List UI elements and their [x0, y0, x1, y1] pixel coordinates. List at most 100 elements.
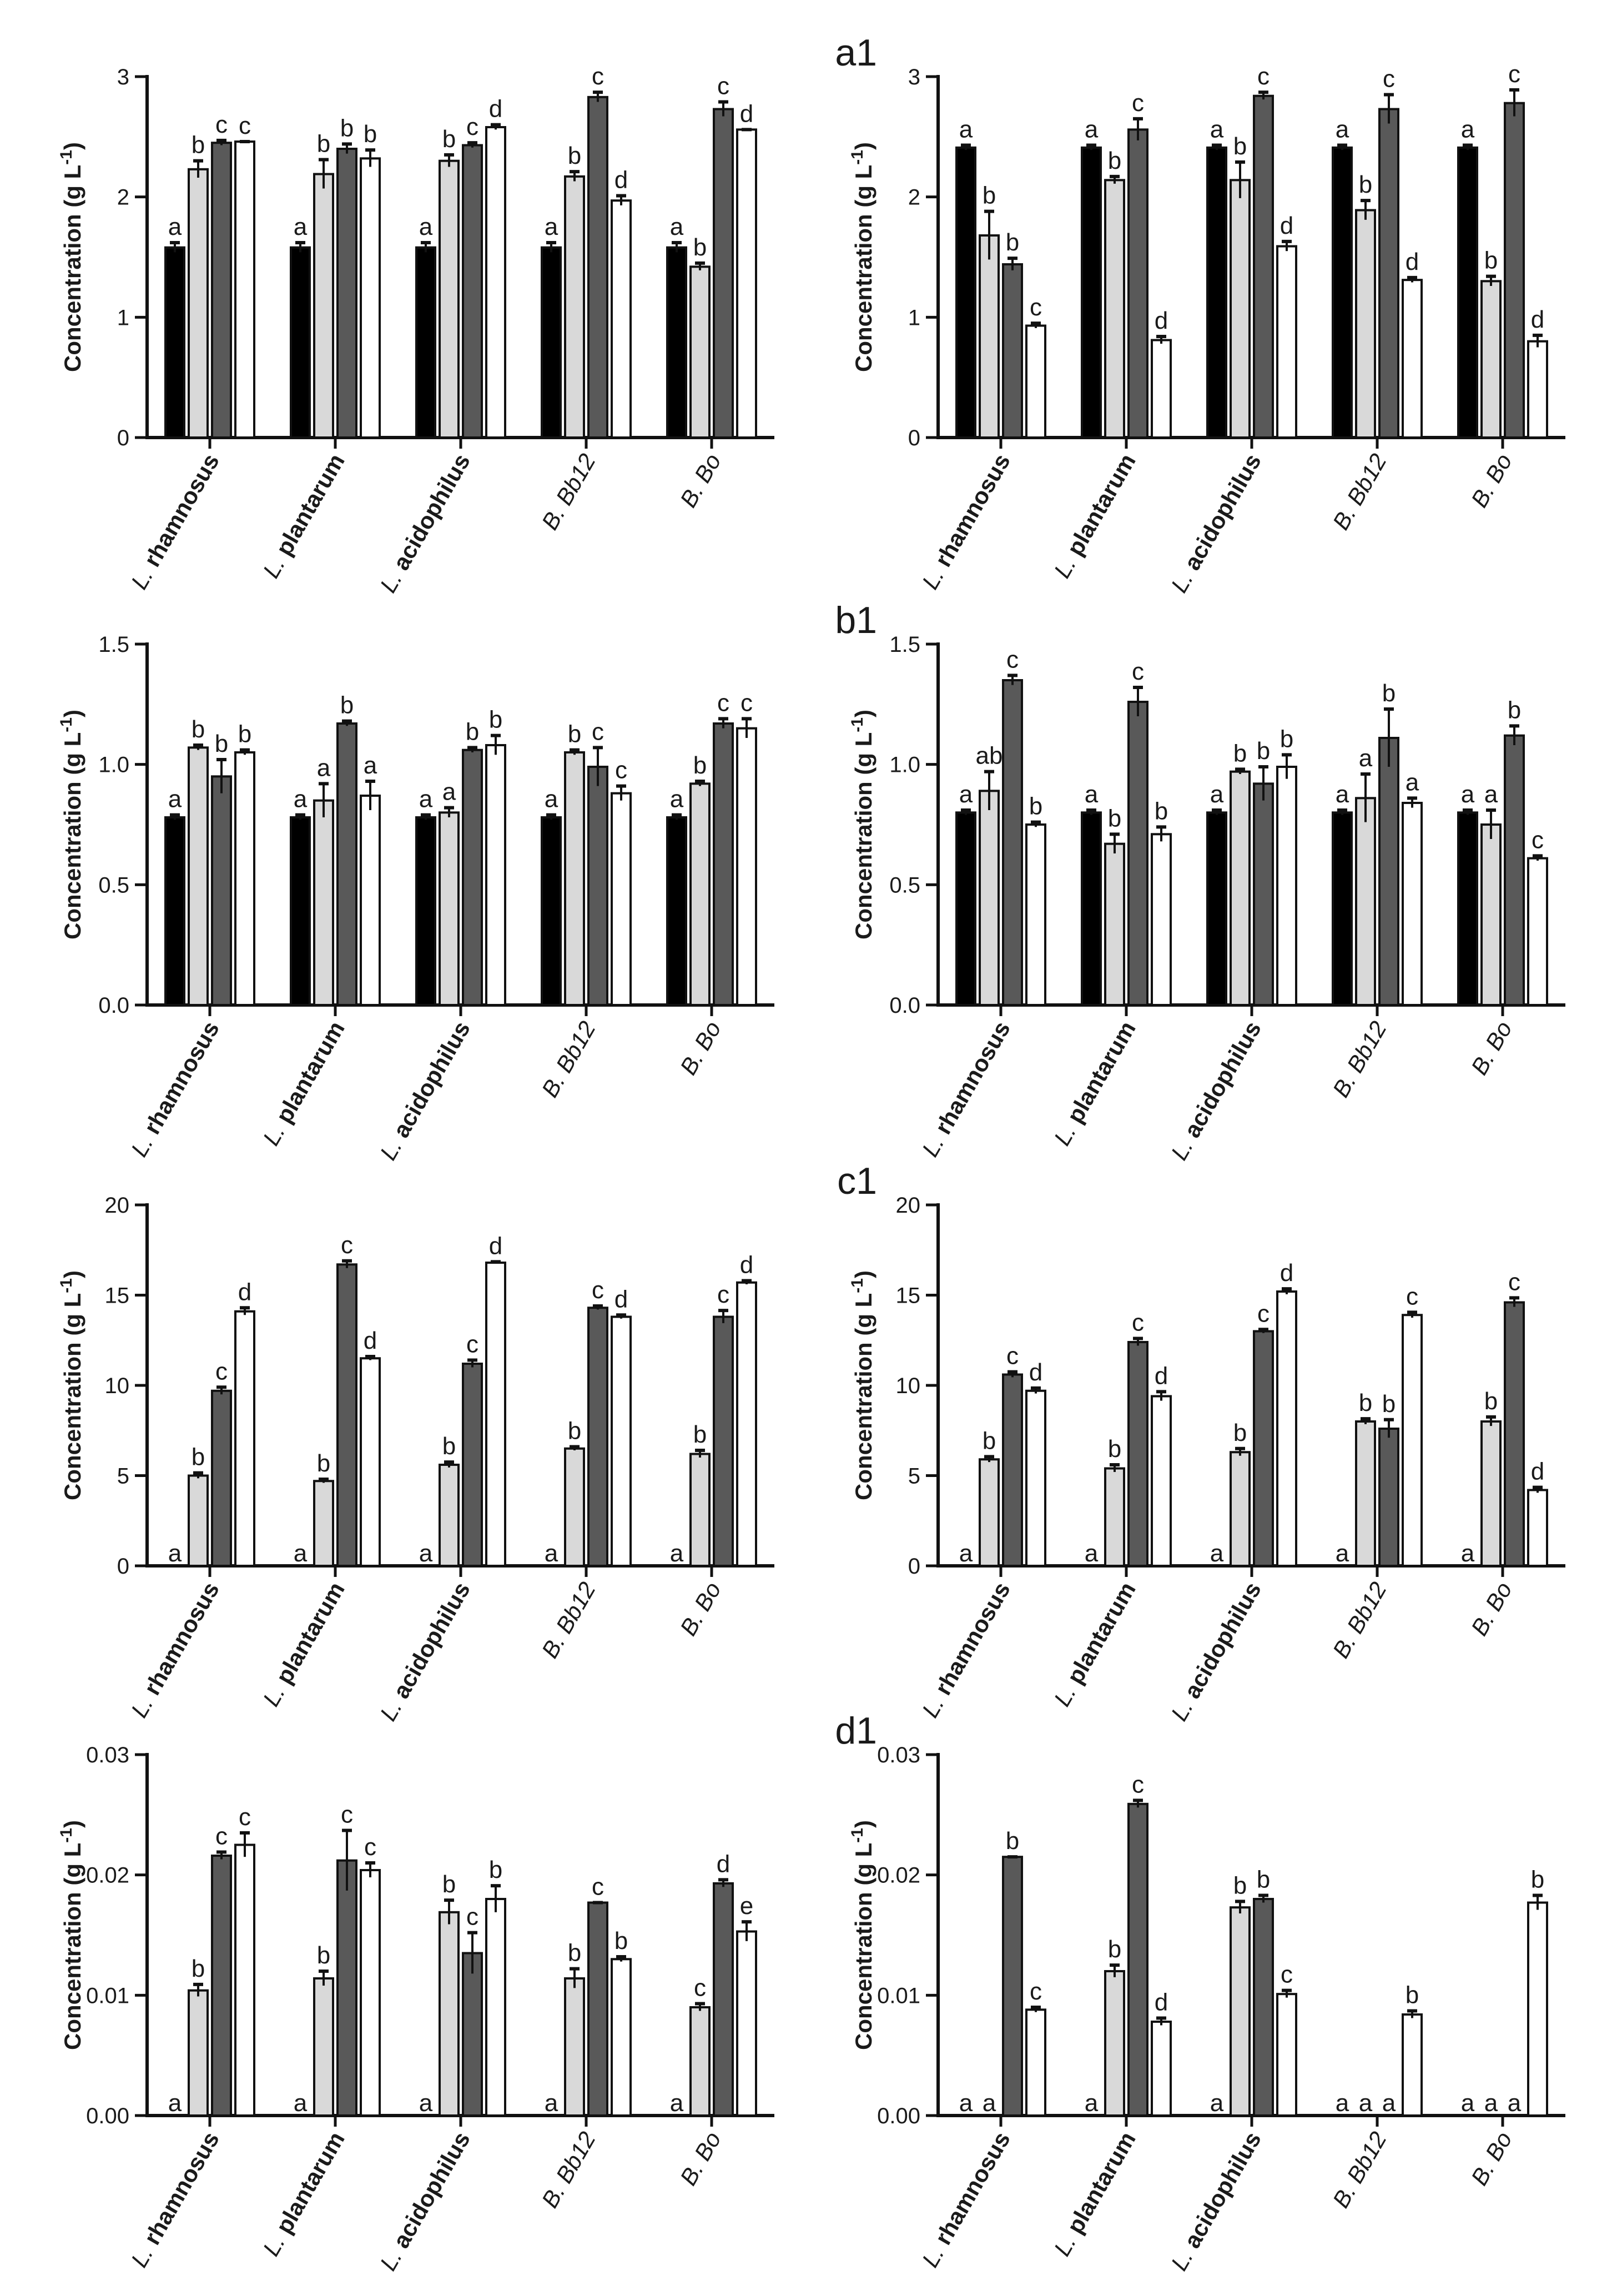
significance-letter: d [1280, 212, 1293, 239]
y-tick-label: 0 [908, 426, 920, 450]
bar-series-4 [1402, 279, 1423, 439]
significance-letter: b [1484, 1388, 1498, 1415]
significance-letter: a [670, 2089, 684, 2117]
significance-letter: b [215, 730, 228, 757]
significance-letter: d [1029, 1359, 1042, 1386]
significance-letter: b [983, 1427, 996, 1454]
significance-letter: b [614, 1927, 628, 1955]
significance-letter: a [959, 2089, 973, 2117]
bar-series-3 [1002, 1856, 1023, 2117]
significance-letter: b [693, 234, 707, 261]
category-label: L. rhamnosus [917, 1577, 1015, 1722]
significance-letter: a [959, 116, 973, 143]
significance-letter: b [1233, 133, 1247, 160]
category-label: B. Bb12 [536, 1577, 600, 1662]
y-tick-label: 1 [117, 305, 129, 330]
significance-letter: a [1484, 2089, 1498, 2117]
significance-letter: b [1406, 1982, 1419, 2009]
bar-series-2 [1230, 179, 1251, 439]
bar-series-4 [1402, 802, 1423, 1006]
y-axis-label: Concentration (g L-1) [57, 1270, 85, 1500]
significance-letter: a [1461, 1540, 1475, 1567]
bar-series-1 [1457, 146, 1478, 439]
significance-letter: b [1280, 725, 1293, 752]
significance-letter: b [1029, 793, 1042, 820]
bar-series-4 [1151, 2021, 1172, 2117]
bar-series-4 [1151, 1395, 1172, 1567]
significance-letter: a [1336, 2089, 1349, 2117]
bar-series-2 [1480, 280, 1502, 439]
bar-series-3 [1002, 1373, 1023, 1567]
bar-series-2 [979, 234, 1000, 439]
significance-letter: c [1508, 61, 1520, 88]
category-label: B. Bo [1466, 449, 1517, 511]
bar-series-3 [336, 148, 357, 439]
significance-letter: b [1108, 1936, 1121, 1963]
significance-letter: c [341, 1232, 353, 1259]
category-label: L. rhamnosus [126, 2127, 224, 2272]
significance-letter: c [1406, 1283, 1418, 1310]
y-axis-label: Concentration (g L-1) [57, 1820, 85, 2050]
significance-letter: c [1257, 63, 1270, 90]
panel-letter: c1 [837, 1160, 877, 1202]
significance-letter: c [1383, 66, 1395, 93]
bar-series-2 [1480, 823, 1502, 1006]
category-label: L. plantarum [1049, 1017, 1141, 1150]
significance-letter: b [317, 130, 330, 158]
bar-series-1 [1206, 811, 1227, 1007]
bar-series-4 [360, 157, 381, 439]
bar-series-2 [1230, 1451, 1251, 1567]
significance-letter: b [1233, 740, 1247, 767]
bar-series-3 [1253, 94, 1274, 439]
bar-series-3 [713, 108, 734, 439]
bar-series-4 [234, 140, 255, 439]
significance-letter: a [1461, 2089, 1475, 2117]
y-axis-label: Concentration (g L-1) [57, 710, 85, 939]
y-tick-label: 0.03 [877, 1743, 920, 1767]
significance-letter: a [1484, 781, 1498, 808]
significance-letter: b [1359, 171, 1372, 198]
bar-series-4 [1276, 766, 1297, 1006]
panel-d2: d2Concentration (g L-1)0.000.010.020.03a… [848, 1743, 1565, 2275]
bar-series-1 [541, 816, 562, 1006]
bar-series-3 [336, 722, 357, 1006]
significance-letter: a [419, 1540, 433, 1567]
y-tick-label: 0.0 [98, 993, 129, 1018]
bar-series-2 [979, 790, 1000, 1007]
significance-letter: d [489, 1232, 502, 1259]
significance-letter: a [294, 1540, 308, 1567]
significance-letter: b [693, 752, 707, 779]
significance-letter: b [1531, 1866, 1544, 1893]
significance-letter: b [192, 1444, 205, 1471]
significance-letter: b [340, 692, 354, 719]
bar-series-4 [360, 1357, 381, 1567]
y-axis-label: Concentration (g L-1) [848, 1820, 876, 2050]
bar-series-3 [1378, 737, 1399, 1006]
bar-series-2 [689, 1453, 711, 1567]
bar-series-2 [439, 811, 460, 1007]
significance-letter: a [670, 786, 684, 813]
category-label: L. rhamnosus [917, 1017, 1015, 1161]
significance-letter: a [168, 1540, 182, 1567]
significance-letter: c [1508, 1268, 1520, 1295]
bar-series-3 [587, 1307, 608, 1567]
significance-letter: c [215, 1823, 228, 1850]
significance-letter: a [1461, 781, 1475, 808]
significance-letter: a [1406, 768, 1419, 796]
bar-series-2 [313, 799, 334, 1006]
significance-letter: a [294, 786, 308, 813]
significance-letter: d [1155, 307, 1168, 334]
significance-letter: a [1210, 781, 1224, 808]
bar-series-3 [462, 1363, 483, 1567]
significance-letter: b [1484, 247, 1498, 274]
y-tick-label: 0 [117, 426, 129, 450]
y-axis-label: Concentration (g L-1) [57, 142, 85, 372]
bar-series-4 [485, 744, 506, 1006]
significance-letter: b [1108, 805, 1121, 832]
bar-series-1 [290, 246, 311, 439]
bar-series-2 [439, 1464, 460, 1567]
significance-letter: c [717, 73, 729, 100]
